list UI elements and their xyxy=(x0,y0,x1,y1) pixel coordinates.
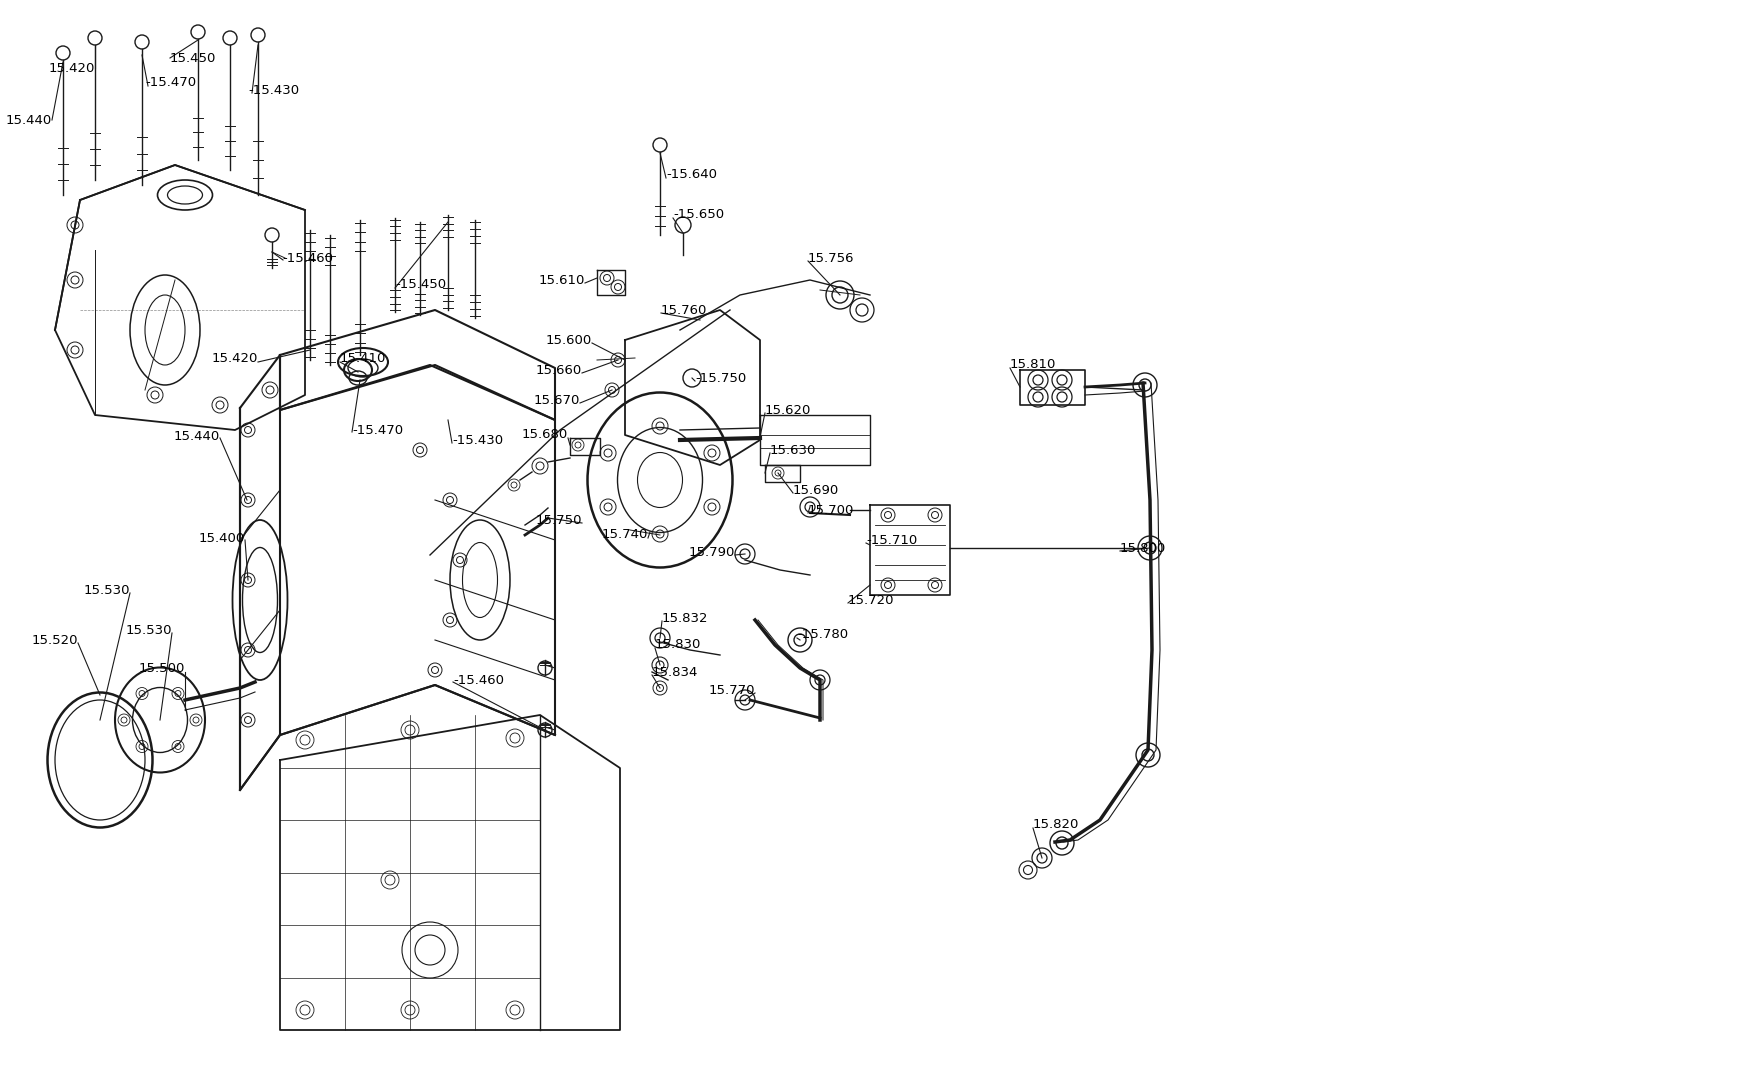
Text: 15.832: 15.832 xyxy=(662,611,709,625)
Text: -15.430: -15.430 xyxy=(452,434,504,447)
Text: 15.630: 15.630 xyxy=(770,444,816,457)
Text: 15.790: 15.790 xyxy=(690,545,735,558)
Text: 15.760: 15.760 xyxy=(662,303,707,316)
Text: 15.770: 15.770 xyxy=(709,683,754,697)
Text: -15.430: -15.430 xyxy=(248,84,299,97)
Text: 15.820: 15.820 xyxy=(1032,819,1080,832)
Text: 15.420: 15.420 xyxy=(212,351,257,364)
Text: 15.690: 15.690 xyxy=(793,484,840,497)
Text: 15.440: 15.440 xyxy=(5,113,52,126)
Text: 15.410: 15.410 xyxy=(340,351,387,364)
Text: 15.520: 15.520 xyxy=(31,633,79,646)
Text: -15.450: -15.450 xyxy=(396,279,446,291)
Text: 15.830: 15.830 xyxy=(654,639,702,652)
Text: 15.660: 15.660 xyxy=(536,363,583,376)
Text: 15.810: 15.810 xyxy=(1010,359,1057,372)
Text: 15.800: 15.800 xyxy=(1120,542,1166,555)
Text: 15.500: 15.500 xyxy=(138,662,186,675)
Text: 15.620: 15.620 xyxy=(765,403,812,416)
Text: -15.460: -15.460 xyxy=(453,674,504,687)
Text: 15.740: 15.740 xyxy=(602,529,648,542)
Text: -15.650: -15.650 xyxy=(674,208,724,221)
Text: 15.610: 15.610 xyxy=(539,274,584,287)
Text: -15.640: -15.640 xyxy=(667,169,718,182)
Text: 15.680: 15.680 xyxy=(522,428,569,441)
Text: 15.834: 15.834 xyxy=(653,666,698,678)
Text: 15.750: 15.750 xyxy=(536,513,583,526)
Text: 15.700: 15.700 xyxy=(808,504,854,517)
Text: 15.720: 15.720 xyxy=(849,593,894,606)
Text: 15.530: 15.530 xyxy=(84,583,130,596)
Text: 15.400: 15.400 xyxy=(200,532,245,545)
Text: 15.420: 15.420 xyxy=(49,61,94,74)
Text: 15.756: 15.756 xyxy=(808,252,854,265)
Text: -15.460: -15.460 xyxy=(282,252,332,265)
Text: 15.440: 15.440 xyxy=(173,429,220,443)
Text: 15.600: 15.600 xyxy=(546,334,592,347)
Text: -15.470: -15.470 xyxy=(352,424,402,436)
Text: 15.450: 15.450 xyxy=(170,51,217,64)
Text: -15.470: -15.470 xyxy=(145,75,196,88)
Text: 15.530: 15.530 xyxy=(126,623,172,637)
Text: -15.750: -15.750 xyxy=(695,372,746,385)
Text: -15.780: -15.780 xyxy=(796,629,849,642)
Text: 15.670: 15.670 xyxy=(534,393,579,407)
Text: -15.710: -15.710 xyxy=(866,533,917,546)
